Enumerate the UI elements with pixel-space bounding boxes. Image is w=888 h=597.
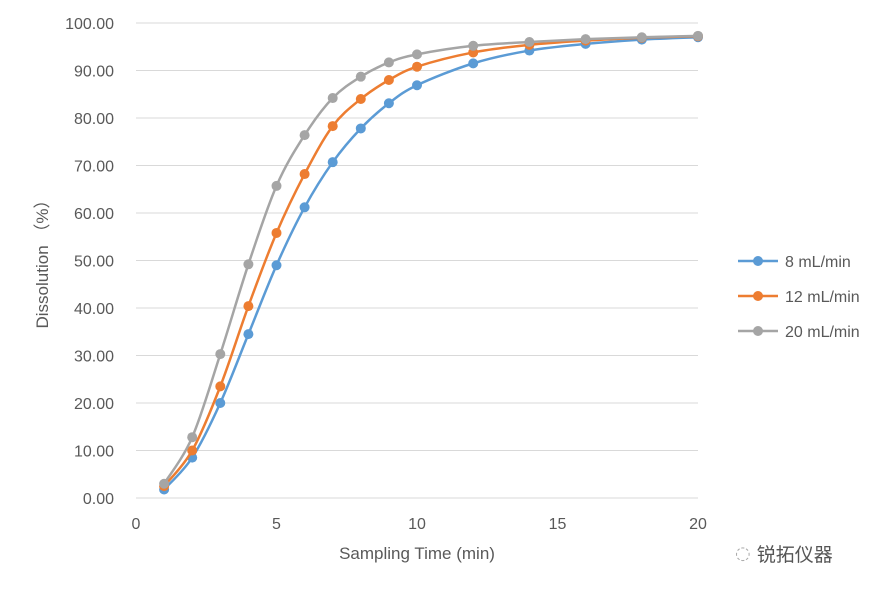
legend-label: 20 mL/min: [785, 324, 860, 341]
data-point: [468, 40, 479, 51]
legend-marker: [753, 326, 763, 336]
data-point: [383, 98, 394, 109]
y-tick-label: 50.00: [74, 254, 114, 271]
y-tick-label: 10.00: [74, 444, 114, 461]
y-tick-label: 80.00: [74, 111, 114, 128]
y-tick-label: 0.00: [83, 491, 114, 508]
data-point: [299, 202, 310, 213]
data-point: [693, 30, 703, 41]
data-point: [271, 260, 282, 271]
y-tick-label: 70.00: [74, 159, 114, 176]
data-point: [355, 123, 366, 134]
data-point: [524, 37, 535, 47]
data-point: [299, 130, 310, 141]
data-point: [636, 32, 647, 43]
data-point: [412, 61, 422, 72]
data-point: [243, 301, 254, 312]
data-point: [187, 432, 198, 443]
y-tick-label: 40.00: [74, 301, 114, 318]
watermark: ◌ 锐拓仪器: [735, 540, 833, 567]
legend-marker: [753, 256, 763, 266]
y-tick-label: 30.00: [74, 349, 114, 366]
data-point: [215, 349, 226, 360]
data-point: [355, 94, 366, 104]
legend-marker: [753, 291, 763, 301]
x-tick-label: 10: [408, 516, 426, 533]
y-tick-label: 90.00: [74, 64, 114, 81]
x-axis-label: Sampling Time (min): [339, 544, 495, 563]
data-point: [355, 71, 366, 82]
x-tick-label: 0: [132, 516, 141, 533]
y-tick-label: 100.00: [65, 16, 114, 33]
legend-label: 8 mL/min: [785, 254, 851, 271]
wechat-icon: ◌: [735, 543, 751, 564]
data-point: [383, 57, 394, 68]
data-point: [327, 121, 338, 132]
data-point: [468, 58, 479, 69]
legend-label: 12 mL/min: [785, 289, 860, 306]
x-tick-label: 5: [272, 516, 281, 533]
data-point: [327, 93, 338, 104]
y-tick-label: 60.00: [74, 206, 114, 223]
data-point: [299, 169, 310, 180]
data-point: [271, 180, 282, 191]
data-point: [215, 398, 226, 408]
series-line: [163, 34, 699, 485]
x-tick-label: 15: [549, 516, 567, 533]
data-point: [243, 259, 254, 270]
data-point: [271, 227, 282, 238]
data-point: [327, 157, 338, 168]
data-point: [159, 478, 170, 489]
data-point: [243, 329, 254, 340]
data-point: [383, 75, 394, 85]
data-point: [412, 80, 422, 91]
data-point: [187, 445, 198, 456]
data-point: [580, 34, 591, 45]
y-axis-label: Dissolution （%）: [33, 192, 52, 329]
data-point: [215, 381, 226, 392]
data-point: [412, 49, 422, 60]
y-tick-label: 20.00: [74, 396, 114, 413]
series-line: [163, 35, 699, 487]
watermark-text: 锐拓仪器: [756, 544, 833, 566]
x-tick-label: 20: [689, 516, 707, 533]
